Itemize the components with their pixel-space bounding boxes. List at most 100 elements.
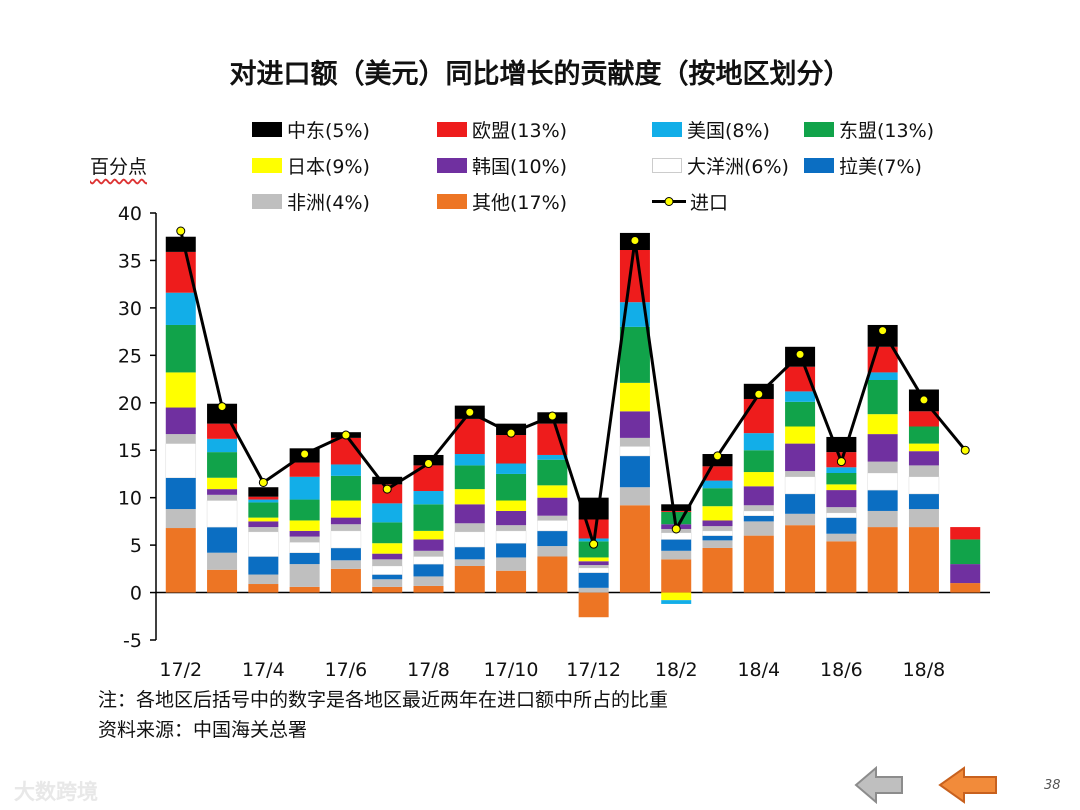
bar-segment	[248, 499, 279, 503]
bar-segment	[372, 574, 403, 580]
bar-segment	[578, 592, 609, 618]
back-arrow-icon[interactable]	[854, 766, 904, 804]
bar-segment	[372, 579, 403, 587]
legend-swatch	[652, 157, 682, 173]
import-point	[754, 389, 764, 399]
legend-swatch	[804, 121, 834, 137]
bar-segment	[330, 500, 361, 518]
bar-segment	[454, 523, 485, 532]
bar-segment	[372, 522, 403, 544]
bar-segment	[743, 521, 774, 536]
bar-segment	[619, 505, 650, 593]
bar-segment	[413, 550, 444, 557]
bar-segment	[619, 250, 650, 303]
bar-segment	[207, 527, 238, 553]
bar-segment	[413, 530, 444, 540]
bar-segment	[826, 517, 857, 534]
bar-segment	[619, 382, 650, 412]
bar-segment	[165, 372, 196, 408]
import-point	[960, 445, 970, 455]
bar-segment	[908, 451, 939, 466]
x-tick-label: 18/2	[655, 659, 698, 681]
legend-swatch	[652, 196, 686, 206]
bar-segment	[867, 490, 898, 511]
legend-label: 欧盟(13%)	[472, 119, 568, 142]
bar-segment	[537, 520, 568, 532]
bar-segment	[537, 546, 568, 557]
bar-segment	[289, 462, 320, 477]
bar-segment	[207, 438, 238, 453]
bar-segment	[289, 542, 320, 553]
source-note: 资料来源：中国海关总署	[98, 719, 308, 741]
bar-segment	[454, 504, 485, 524]
bar-segment	[496, 463, 527, 474]
bar-segment	[413, 576, 444, 586]
bar-segment	[826, 436, 857, 453]
bar-segment	[702, 535, 733, 541]
import-point	[217, 402, 227, 412]
import-line	[179, 230, 967, 545]
import-point	[713, 451, 723, 461]
import-point	[506, 428, 516, 438]
bar-segment	[826, 484, 857, 491]
bar-segment	[207, 569, 238, 593]
bar-segment	[619, 326, 650, 383]
bar-segment	[578, 572, 609, 588]
legend-item: 美国(8%)	[652, 116, 770, 142]
legend-item: 日本(9%)	[252, 152, 370, 178]
bar-segment	[495, 530, 527, 544]
bar-segment	[248, 584, 279, 593]
x-tick-label: 18/8	[903, 659, 946, 681]
bar-segment	[165, 434, 196, 444]
bar-segment	[619, 446, 651, 457]
bar-segment	[537, 556, 568, 593]
bar-segment	[537, 515, 568, 521]
import-point	[300, 449, 310, 459]
bar-segment	[578, 557, 609, 562]
bar-segment	[785, 471, 816, 477]
bar-segment	[785, 391, 816, 402]
x-tick-label: 17/2	[159, 659, 202, 681]
bar-segment	[578, 541, 609, 558]
bar-segment	[496, 500, 527, 511]
bar-segment	[743, 398, 774, 434]
legend-item: 中东(5%)	[252, 116, 370, 142]
bar-segment	[826, 533, 857, 542]
bar-segment	[372, 559, 403, 566]
bar-segment	[867, 510, 898, 528]
bar-segment	[537, 497, 568, 516]
bar-segment	[248, 527, 279, 532]
bar-segment	[496, 570, 527, 593]
bar-segment	[330, 464, 361, 476]
legend-swatch	[252, 193, 282, 209]
bar-segment	[248, 556, 279, 575]
bar-segment	[496, 435, 527, 464]
legend-item: 韩国(10%)	[437, 152, 567, 178]
bar-segment	[785, 443, 816, 472]
bar-segment	[578, 497, 609, 520]
bar-segment	[661, 510, 692, 512]
bar-segment	[289, 530, 320, 537]
bar-segment	[950, 527, 981, 540]
bar-segment	[372, 476, 403, 485]
x-tick-label: 17/10	[484, 659, 539, 681]
import-point	[671, 524, 681, 534]
import-point	[919, 395, 929, 405]
bar-segment	[702, 547, 733, 593]
forward-arrow-icon[interactable]	[938, 766, 998, 804]
x-tick-label: 18/4	[737, 659, 780, 681]
y-tick-label: 30	[118, 298, 142, 320]
bar-segment	[454, 465, 485, 490]
bar-segment	[826, 512, 857, 518]
chart-title: 对进口额（美元）同比增长的贡献度（按地区划分）	[229, 59, 851, 90]
bar-segment	[248, 487, 279, 497]
import-point	[630, 236, 640, 246]
bar-segment	[867, 434, 898, 462]
bar-segment	[413, 504, 444, 531]
legend-label: 日本(9%)	[287, 155, 370, 178]
x-tick-label: 17/4	[242, 659, 285, 681]
bar-segment	[207, 489, 238, 495]
bar-segment	[578, 567, 609, 573]
bar-segment	[207, 452, 238, 478]
bar-segment	[289, 520, 320, 531]
